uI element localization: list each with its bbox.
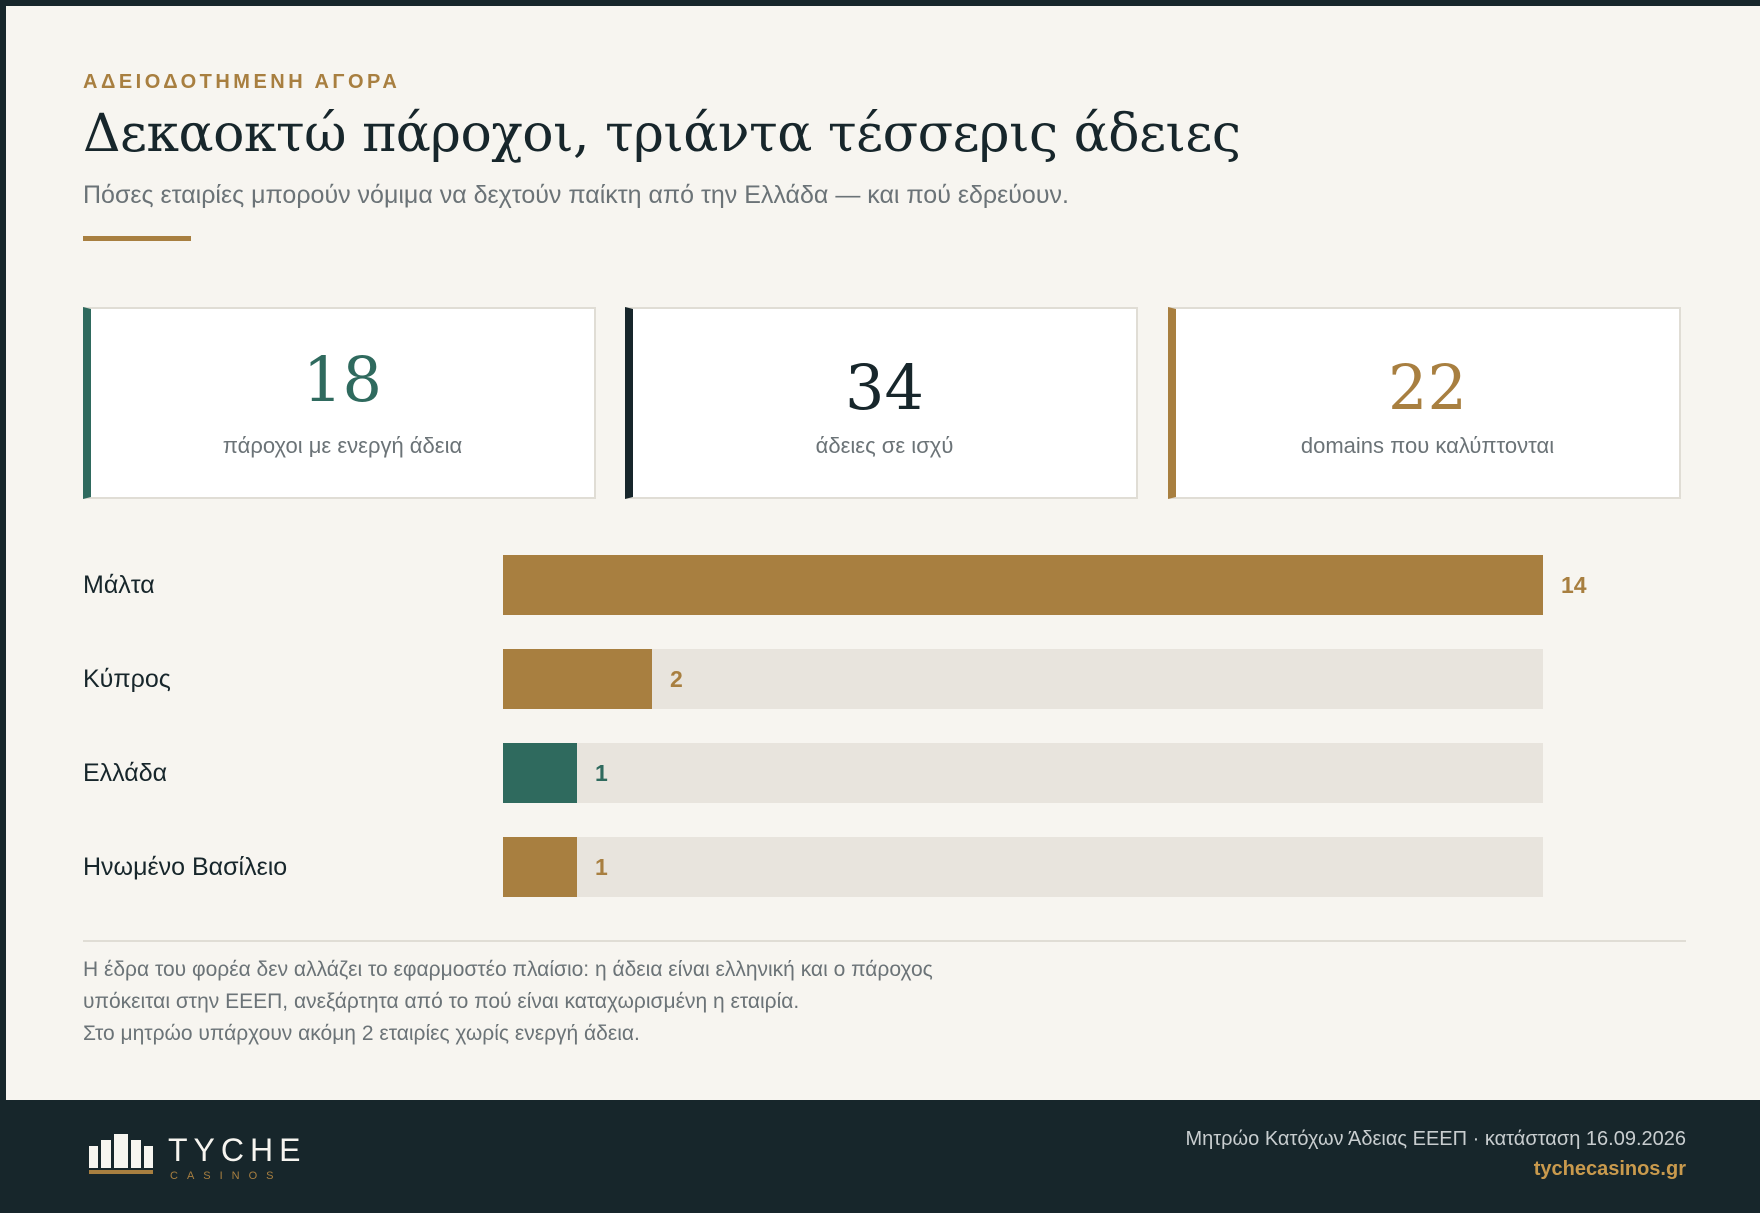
bar-row: Μάλτα 14	[83, 555, 1683, 615]
bar-category-label: Κύπρος	[83, 665, 171, 693]
stat-card-licenses: 34 άδειες σε ισχύ	[625, 307, 1138, 499]
bar-track	[503, 555, 1543, 615]
bar	[503, 555, 1543, 615]
bar-value-label: 2	[670, 666, 683, 692]
stat-card-providers: 18 πάροχοι με ενεργή άδεια	[83, 307, 596, 499]
eyebrow-label: ΑΔΕΙΟΔΟΤΗΜΕΝΗ ΑΓΟΡΑ	[83, 71, 401, 93]
stat-value: 22	[1388, 351, 1467, 424]
stat-label: άδειες σε ισχύ	[815, 433, 954, 458]
content-panel: ΑΔΕΙΟΔΟΤΗΜΕΝΗ ΑΓΟΡΑ Δεκαοκτώ πάροχοι, τρ…	[6, 6, 1760, 1100]
site-link[interactable]: tychecasinos.gr	[1533, 1158, 1686, 1180]
bar-track	[503, 743, 1543, 803]
page-title: Δεκαοκτώ πάροχοι, τριάντα τέσσερις άδειε…	[83, 104, 1241, 164]
bar-value-label: 14	[1561, 572, 1587, 598]
bar-category-label: Μάλτα	[83, 571, 155, 599]
bar-category-label: Ηνωμένο Βασίλειο	[83, 853, 288, 881]
accent-rule	[83, 236, 191, 241]
bar	[503, 837, 577, 897]
bar-track	[503, 837, 1543, 897]
bar	[503, 743, 577, 803]
bar-track	[503, 649, 1543, 709]
note-line: υπόκειται στην ΕΕΕΠ, ανεξάρτητα από το π…	[83, 990, 800, 1013]
divider	[83, 940, 1686, 942]
stat-label: domains που καλύπτονται	[1300, 433, 1555, 458]
bar-category-label: Ελλάδα	[83, 759, 168, 787]
bar-value-label: 1	[595, 854, 608, 880]
note-line: Στο μητρώο υπάρχουν ακόμη 2 εταιρίες χωρ…	[83, 1022, 640, 1045]
castle-logo-icon	[89, 1134, 153, 1174]
stat-value: 34	[845, 351, 924, 424]
bar-row: Ηνωμένο Βασίλειο 1	[83, 837, 1683, 897]
bar-value-label: 1	[595, 760, 608, 786]
source-note: Μητρώο Κατόχων Άδειας ΕΕΕΠ · κατάσταση 1…	[1185, 1128, 1686, 1150]
bar-chart: Μάλτα 14 Κύπρος 2 Ελλάδα 1 Ηνωμένο Βασίλειο 1	[6, 6, 1760, 1100]
footer: TYCHE CASINOS Μητρώο Κατόχων Άδειας ΕΕΕΠ…	[3, 1100, 1760, 1213]
stat-value: 18	[303, 343, 382, 416]
bar	[503, 649, 652, 709]
logo-wordmark: TYCHE	[168, 1132, 307, 1168]
note-line: Η έδρα του φορέα δεν αλλάζει το εφαρμοστ…	[83, 958, 933, 981]
logo-subtitle: CASINOS	[170, 1170, 283, 1182]
bar-row: Ελλάδα 1	[83, 743, 1683, 803]
stat-card-domains: 22 domains που καλύπτονται	[1168, 307, 1681, 499]
bar-row: Κύπρος 2	[83, 649, 1683, 709]
stat-label: πάροχοι με ενεργή άδεια	[222, 433, 463, 458]
page-subtitle: Πόσες εταιρίες μπορούν νόμιμα να δεχτούν…	[83, 181, 1069, 209]
